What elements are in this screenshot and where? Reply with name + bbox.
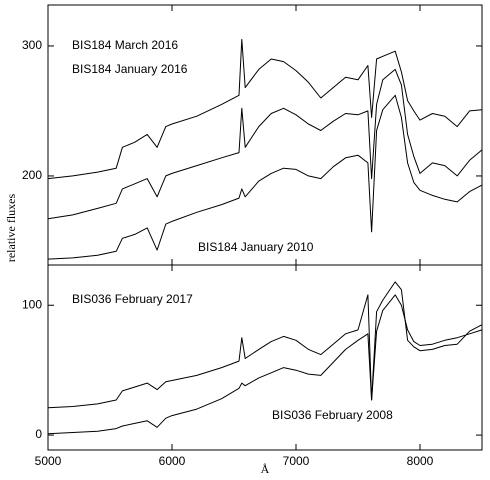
series-label: BIS036 February 2008 (272, 408, 393, 422)
y-tick-label: 200 (22, 168, 42, 182)
x-tick-label: 5000 (35, 454, 62, 468)
spectrum-line (47, 294, 483, 435)
y-axis-label: relative fluxes (4, 194, 18, 263)
series-label: BIS184 March 2016 (72, 38, 178, 52)
series-label: BIS184 January 2016 (72, 62, 188, 76)
spectrum-line (47, 94, 483, 260)
spectrum-line (47, 281, 483, 409)
y-tick-label: 100 (22, 297, 42, 311)
series-label: BIS036 February 2017 (72, 292, 193, 306)
spectrum-line (47, 38, 483, 180)
plot-frame (47, 4, 483, 451)
x-tick-label: 8000 (407, 454, 434, 468)
series-label: BIS184 January 2010 (198, 240, 314, 254)
x-tick-label: 7000 (283, 454, 310, 468)
y-tick-label: 0 (35, 427, 42, 441)
x-axis-label: Å (261, 462, 270, 476)
y-tick-label: 300 (22, 38, 42, 52)
spectrum-line (47, 68, 483, 220)
x-tick-label: 6000 (159, 454, 186, 468)
